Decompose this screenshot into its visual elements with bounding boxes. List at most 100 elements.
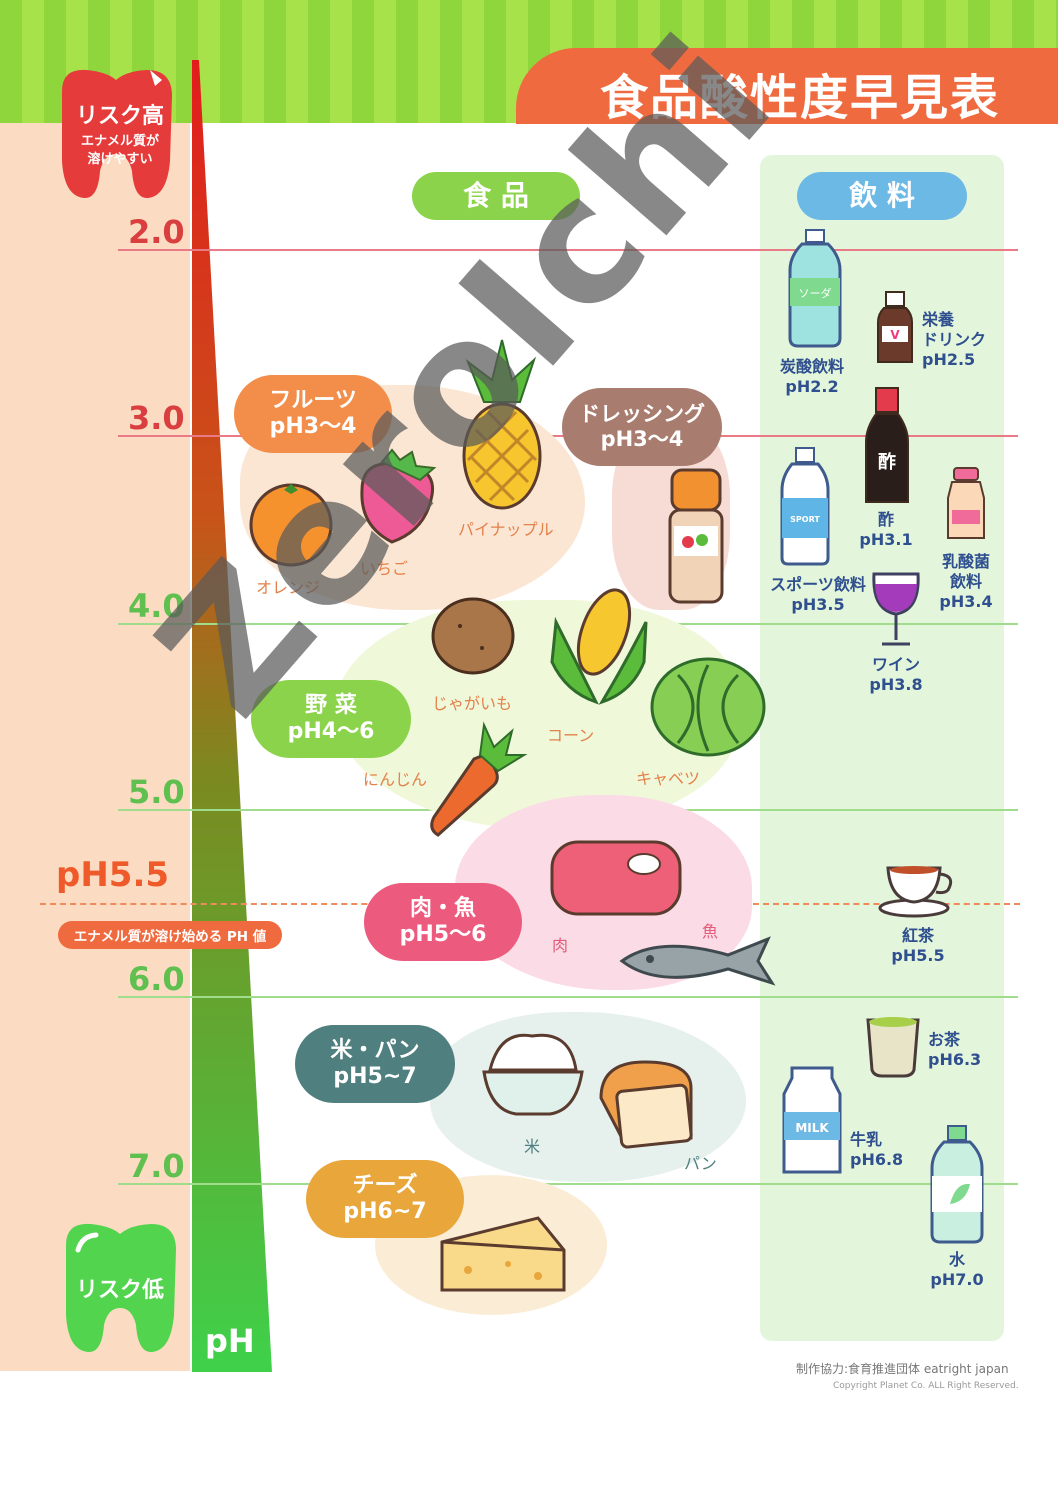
cheese-icon bbox=[440, 1216, 566, 1292]
tooth-red-icon bbox=[62, 69, 172, 199]
left-panel bbox=[0, 123, 190, 1371]
footer-copyright: Copyright Planet Co. ALL Right Reserved. bbox=[833, 1381, 1019, 1391]
rice-bread-blob bbox=[430, 1012, 746, 1182]
energy-name1: 栄養 bbox=[922, 310, 955, 329]
tick-line-2 bbox=[118, 249, 1018, 251]
lactic-name1: 乳酸菌 bbox=[941, 552, 990, 571]
meat-fish-range: pH5～6 bbox=[399, 922, 487, 947]
rice-bread-pill: 米・パン pH5~7 bbox=[295, 1025, 455, 1103]
title-banner bbox=[516, 48, 1058, 124]
tea-ph: pH5.5 bbox=[891, 946, 945, 965]
wine-glass-icon bbox=[872, 572, 920, 646]
bread-label: パン bbox=[684, 1154, 717, 1173]
lactic-label: 乳酸菌 飲料 pH3.4 bbox=[934, 552, 998, 612]
tea-label: 紅茶 pH5.5 bbox=[884, 926, 952, 966]
rice-bread-name: 米・パン bbox=[330, 1037, 420, 1063]
sports-bottle-icon: SPORT bbox=[780, 447, 830, 566]
greentea-name: お茶 bbox=[928, 1030, 961, 1049]
rice-icon bbox=[482, 1033, 584, 1116]
milk-carton-icon: MILK bbox=[782, 1066, 842, 1174]
dressing-pill: ドレッシング pH3～4 bbox=[562, 388, 722, 466]
tooth-green-icon bbox=[66, 1223, 176, 1353]
water-label: 水 pH7.0 bbox=[922, 1250, 992, 1290]
greentea-ph: pH6.3 bbox=[928, 1050, 982, 1069]
vegetables-name: 野 菜 bbox=[305, 692, 357, 718]
fruits-pill: フルーツ pH3～4 bbox=[234, 375, 392, 453]
drinks-header-label: 飲 料 bbox=[849, 179, 915, 213]
vinegar-label: 酢 pH3.1 bbox=[856, 510, 916, 550]
vegetables-pill: 野 菜 pH4～6 bbox=[251, 680, 411, 758]
orange-label: オレンジ bbox=[256, 578, 321, 597]
soda-label: 炭酸飲料 pH2.2 bbox=[774, 357, 850, 397]
strawberry-label: いちご bbox=[360, 559, 409, 578]
tick-label-5: 5.0 bbox=[128, 773, 185, 811]
tea-cup-icon bbox=[878, 866, 953, 918]
water-ph: pH7.0 bbox=[930, 1270, 984, 1289]
carrot-label: にんじん bbox=[363, 770, 428, 789]
meat-fish-pill: 肉・魚 pH5～6 bbox=[364, 883, 522, 961]
carrot-icon bbox=[430, 721, 528, 837]
risk-high-label: リスク高 bbox=[75, 104, 164, 129]
fish-label: 魚 bbox=[702, 922, 719, 941]
milk-label: 牛乳 pH6.8 bbox=[850, 1130, 903, 1170]
sports-bottle-text: SPORT bbox=[790, 515, 820, 524]
fruits-range: pH3～4 bbox=[269, 414, 357, 439]
wine-ph: pH3.8 bbox=[869, 675, 923, 694]
fruits-name: フルーツ bbox=[269, 387, 357, 413]
dressing-name: ドレッシング bbox=[579, 401, 705, 426]
corn-icon bbox=[550, 588, 648, 705]
greentea-label: お茶 pH6.3 bbox=[928, 1030, 981, 1070]
meat-fish-name: 肉・魚 bbox=[409, 895, 476, 921]
food-header: 食 品 bbox=[412, 172, 580, 220]
orange-icon bbox=[249, 483, 333, 567]
cheese-pill: チーズ pH6~7 bbox=[306, 1160, 464, 1238]
vinegar-bottle-icon: 酢 bbox=[865, 387, 909, 503]
tick-line-7 bbox=[118, 1183, 1018, 1185]
tick-label-7: 7.0 bbox=[128, 1147, 185, 1185]
soda-name: 炭酸飲料 bbox=[779, 357, 844, 376]
milk-ph: pH6.8 bbox=[850, 1150, 904, 1169]
green-tea-cup-icon bbox=[866, 1017, 920, 1078]
fish-icon bbox=[619, 936, 776, 986]
tick-line-6 bbox=[118, 996, 1018, 998]
cabbage-icon bbox=[650, 657, 766, 757]
meat-icon bbox=[550, 840, 682, 916]
vinegar-bottle-text: 酢 bbox=[878, 451, 896, 473]
ph-axis-label: pH bbox=[205, 1322, 255, 1360]
risk-low-label: リスク低 bbox=[75, 1278, 164, 1303]
drinks-header: 飲 料 bbox=[797, 172, 967, 220]
vinegar-ph: pH3.1 bbox=[859, 530, 913, 549]
strawberry-icon bbox=[360, 448, 437, 544]
soda-bottle-icon: ソーダ bbox=[788, 229, 842, 348]
critical-ph-value: pH5.5 bbox=[56, 855, 170, 895]
dressing-bottle-icon bbox=[668, 468, 724, 604]
tea-name: 紅茶 bbox=[901, 926, 934, 945]
energy-label: 栄養 ドリンク pH2.5 bbox=[922, 310, 986, 370]
energy-bottle-text: V bbox=[890, 328, 900, 342]
tick-label-3: 3.0 bbox=[128, 399, 185, 437]
cheese-name: チーズ bbox=[352, 1172, 418, 1198]
vegetables-range: pH4～6 bbox=[287, 719, 375, 744]
potato-icon bbox=[431, 597, 515, 675]
energy-drink-icon: V bbox=[877, 291, 913, 363]
risk-high-sub1: エナメル質が bbox=[80, 134, 159, 149]
water-name: 水 bbox=[948, 1250, 965, 1269]
sports-label: スポーツ飲料 pH3.5 bbox=[766, 575, 870, 615]
pineapple-icon bbox=[462, 339, 542, 510]
rice-bread-range: pH5~7 bbox=[333, 1064, 417, 1089]
ph-gradient-bar bbox=[192, 60, 272, 1372]
tick-label-2: 2.0 bbox=[128, 213, 185, 251]
lactic-name2: 飲料 bbox=[949, 572, 982, 591]
lactic-drink-icon bbox=[947, 467, 985, 539]
critical-ph-note: エナメル質が溶け始める PH 値 bbox=[58, 921, 282, 949]
food-header-label: 食 品 bbox=[463, 179, 529, 213]
page-title: 食品酸性度早見表 bbox=[600, 70, 1001, 126]
tick-label-4: 4.0 bbox=[128, 587, 185, 625]
milk-carton-text: MILK bbox=[795, 1121, 829, 1135]
tick-label-6: 6.0 bbox=[128, 960, 185, 998]
pineapple-label: パイナップル bbox=[458, 520, 554, 539]
energy-name2: ドリンク bbox=[922, 330, 987, 349]
corn-label: コーン bbox=[547, 726, 595, 745]
energy-ph: pH2.5 bbox=[922, 350, 976, 369]
potato-label: じゃがいも bbox=[432, 694, 513, 713]
